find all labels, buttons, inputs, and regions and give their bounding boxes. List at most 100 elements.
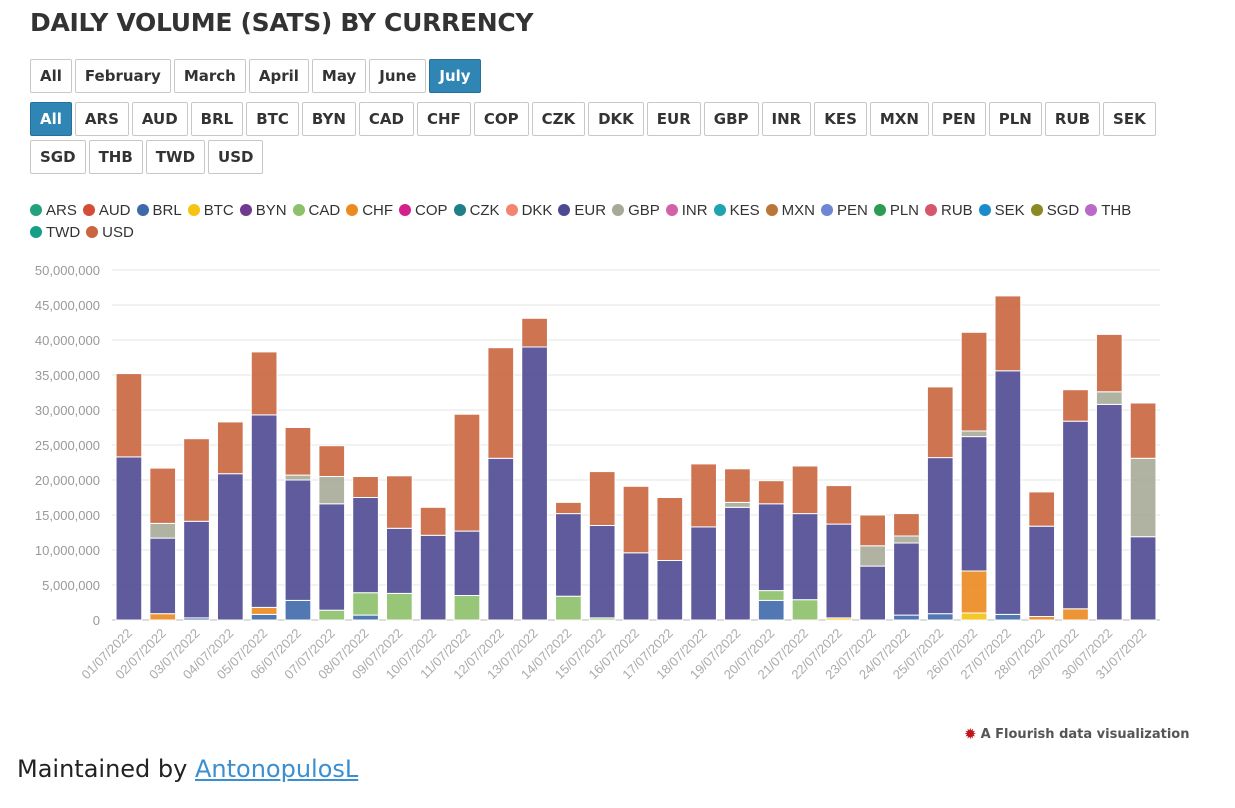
bar-segment-usd[interactable] <box>555 501 582 515</box>
legend-item-brl[interactable]: BRL <box>136 199 182 221</box>
bar-segment-gbp[interactable] <box>893 535 920 544</box>
bar-segment-eur[interactable] <box>893 542 920 616</box>
bar-segment-eur[interactable] <box>994 370 1022 615</box>
bar-segment-brl[interactable] <box>757 599 785 621</box>
bar-segment-chf[interactable] <box>1062 608 1089 621</box>
bar-segment-usd[interactable] <box>656 497 684 561</box>
bar-segment-eur[interactable] <box>656 560 684 621</box>
currency-button-sgd[interactable]: SGD <box>30 140 86 174</box>
legend-item-sgd[interactable]: SGD <box>1030 199 1079 221</box>
currency-button-rub[interactable]: RUB <box>1044 102 1101 136</box>
currency-button-kes[interactable]: KES <box>814 102 867 136</box>
bar-segment-brl[interactable] <box>250 613 278 621</box>
currency-button-cop[interactable]: COP <box>473 102 529 136</box>
legend-item-pln[interactable]: PLN <box>873 199 919 221</box>
bar-segment-brl[interactable] <box>352 614 379 621</box>
bar-segment-usd[interactable] <box>352 476 379 498</box>
month-button-april[interactable]: April <box>248 59 309 93</box>
legend-item-cop[interactable]: COP <box>399 199 448 221</box>
legend-item-byn[interactable]: BYN <box>239 199 287 221</box>
bar-segment-usd[interactable] <box>487 347 515 459</box>
author-link[interactable]: AntonopulosL <box>194 755 359 783</box>
bar-segment-usd[interactable] <box>588 471 616 527</box>
month-button-february[interactable]: February <box>74 59 171 93</box>
bar-segment-gbp[interactable] <box>1095 391 1123 405</box>
currency-button-pen[interactable]: PEN <box>931 102 986 136</box>
bar-segment-cad[interactable] <box>791 599 819 621</box>
bar-segment-eur[interactable] <box>555 513 582 597</box>
month-button-may[interactable]: May <box>311 59 367 93</box>
bar-segment-eur[interactable] <box>1129 536 1157 621</box>
bar-segment-gbp[interactable] <box>284 474 312 481</box>
currency-button-chf[interactable]: CHF <box>417 102 471 136</box>
bar-segment-eur[interactable] <box>757 503 785 592</box>
bar-segment-usd[interactable] <box>453 413 481 532</box>
legend-item-sek[interactable]: SEK <box>978 199 1025 221</box>
bar-segment-usd[interactable] <box>1028 491 1056 527</box>
bar-segment-gbp[interactable] <box>960 430 988 438</box>
bar-segment-eur[interactable] <box>1062 420 1089 610</box>
legend-item-rub[interactable]: RUB <box>925 199 973 221</box>
legend-item-gbp[interactable]: GBP <box>612 199 660 221</box>
bar-segment-cad[interactable] <box>386 592 413 621</box>
bar-segment-eur[interactable] <box>453 530 481 597</box>
bar-segment-cad[interactable] <box>757 590 785 601</box>
legend-item-cad[interactable]: CAD <box>292 199 340 221</box>
bar-segment-usd[interactable] <box>183 438 210 522</box>
currency-button-dkk[interactable]: DKK <box>588 102 644 136</box>
currency-button-ars[interactable]: ARS <box>74 102 129 136</box>
bar-segment-usd[interactable] <box>419 506 447 536</box>
currency-button-gbp[interactable]: GBP <box>703 102 759 136</box>
bar-segment-usd[interactable] <box>893 513 920 537</box>
bar-segment-usd[interactable] <box>1062 389 1089 422</box>
bar-segment-cad[interactable] <box>318 609 346 621</box>
currency-button-cad[interactable]: CAD <box>358 102 414 136</box>
currency-button-brl[interactable]: BRL <box>190 102 244 136</box>
bar-segment-eur[interactable] <box>250 414 278 608</box>
legend-item-ars[interactable]: ARS <box>30 199 77 221</box>
legend-item-mxn[interactable]: MXN <box>765 199 815 221</box>
legend-item-dkk[interactable]: DKK <box>505 199 552 221</box>
bar-segment-usd[interactable] <box>250 351 278 416</box>
bar-segment-gbp[interactable] <box>724 501 751 508</box>
bar-segment-usd[interactable] <box>149 467 177 524</box>
bar-segment-usd[interactable] <box>521 317 548 348</box>
legend-item-twd[interactable]: TWD <box>30 221 80 243</box>
bar-segment-cad[interactable] <box>555 595 582 621</box>
bar-segment-brl[interactable] <box>994 613 1022 621</box>
currency-button-all[interactable]: All <box>30 102 72 136</box>
bar-segment-eur[interactable] <box>1028 525 1056 618</box>
bar-segment-eur[interactable] <box>926 457 954 615</box>
currency-button-mxn[interactable]: MXN <box>869 102 929 136</box>
bar-segment-gbp[interactable] <box>859 545 886 567</box>
currency-button-thb[interactable]: THB <box>88 140 143 174</box>
bar-segment-eur[interactable] <box>859 565 886 621</box>
bar-segment-eur[interactable] <box>183 520 210 619</box>
bar-segment-cad[interactable] <box>352 592 379 616</box>
bar-segment-chf[interactable] <box>960 570 988 614</box>
bar-segment-eur[interactable] <box>115 456 143 621</box>
currency-button-eur[interactable]: EUR <box>646 102 701 136</box>
bar-segment-eur[interactable] <box>825 523 853 619</box>
legend-item-chf[interactable]: CHF <box>346 199 393 221</box>
legend-item-aud[interactable]: AUD <box>82 199 131 221</box>
bar-segment-eur[interactable] <box>386 527 413 594</box>
legend-item-usd[interactable]: USD <box>86 221 134 243</box>
bar-segment-eur[interactable] <box>487 457 515 621</box>
currency-button-byn[interactable]: BYN <box>301 102 356 136</box>
bar-segment-gbp[interactable] <box>318 476 346 505</box>
bar-segment-eur[interactable] <box>690 526 717 621</box>
currency-button-inr[interactable]: INR <box>761 102 812 136</box>
bar-segment-usd[interactable] <box>318 445 346 477</box>
bar-segment-cad[interactable] <box>453 595 481 621</box>
bar-segment-usd[interactable] <box>216 421 244 475</box>
bar-segment-usd[interactable] <box>960 331 988 432</box>
bar-segment-usd[interactable] <box>1129 402 1157 459</box>
bar-segment-eur[interactable] <box>352 497 379 594</box>
bar-segment-usd[interactable] <box>724 468 751 503</box>
currency-button-aud[interactable]: AUD <box>131 102 188 136</box>
bar-segment-usd[interactable] <box>994 295 1022 372</box>
bar-segment-eur[interactable] <box>622 552 650 621</box>
legend-item-pen[interactable]: PEN <box>820 199 868 221</box>
bar-segment-btc[interactable] <box>960 612 988 621</box>
